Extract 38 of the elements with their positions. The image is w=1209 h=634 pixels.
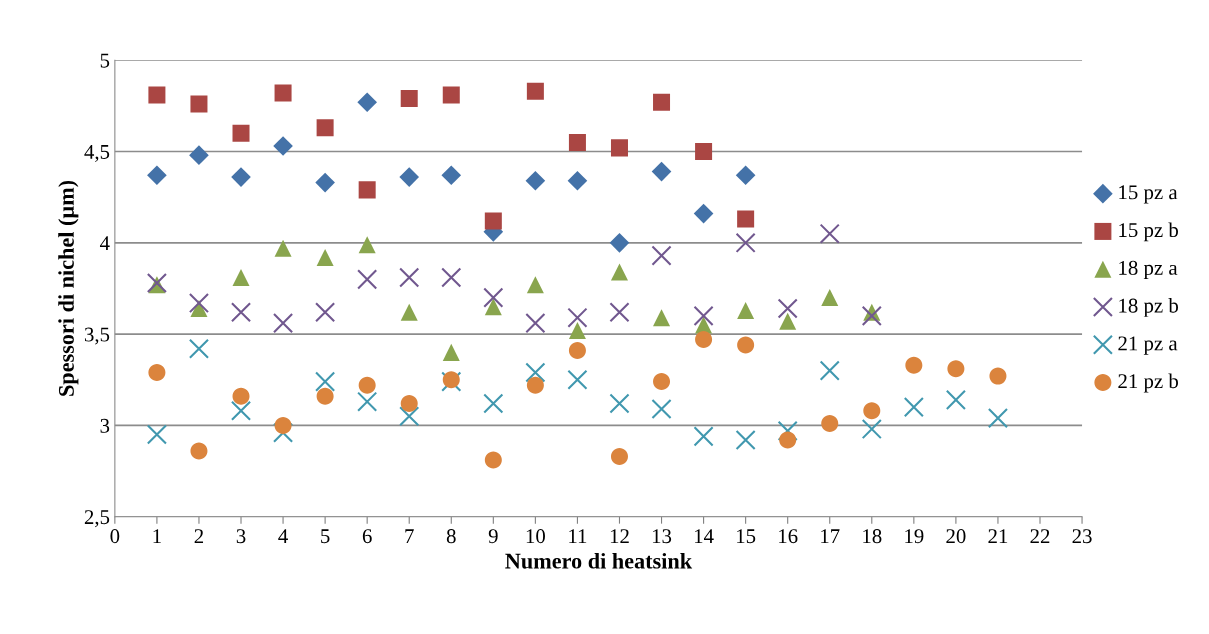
x-tick-label: 8 <box>446 529 456 544</box>
x-tick-label: 18 <box>863 529 882 544</box>
y-tick-label: 5 <box>100 53 110 68</box>
x-tick-label: 21 <box>988 529 1008 543</box>
x-tick-label: 5 <box>321 529 330 544</box>
x-tick-label: 10 <box>526 529 545 544</box>
x-tick-label: 20 <box>946 529 966 544</box>
legend-label: 15 pz b <box>1119 222 1179 242</box>
x-tick-label: 9 <box>488 529 498 544</box>
y-tick-label: 4 <box>99 236 110 251</box>
x-tick-label: 0 <box>110 529 120 544</box>
x-tick-label: 4 <box>278 529 288 543</box>
x-tick-label: 15 <box>737 529 756 544</box>
x-tick-label: 11 <box>569 529 587 543</box>
y-axis-title: Spessori di nichel (µm) <box>58 180 79 396</box>
y-tick-label: 3 <box>100 418 110 433</box>
x-tick-label: 3 <box>236 529 246 544</box>
x-tick-label: 16 <box>779 529 798 544</box>
legend-label: 21 pz a <box>1118 336 1178 355</box>
legend-label: 18 pz a <box>1119 260 1178 280</box>
legend-label: 21 pz b <box>1118 373 1179 393</box>
x-tick-label: 14 <box>695 529 714 543</box>
x-tick-label: 1 <box>153 529 161 543</box>
x-tick-label: 12 <box>610 529 629 543</box>
y-tick-label: 3,5 <box>84 327 110 345</box>
y-tick-label: 2,5 <box>84 510 110 528</box>
x-tick-label: 6 <box>362 529 372 544</box>
x-tick-label: 7 <box>405 529 414 543</box>
x-tick-label: 19 <box>905 529 924 544</box>
x-tick-label: 17 <box>821 529 840 543</box>
x-tick-label: 2 <box>194 529 204 543</box>
x-tick-label: 23 <box>1072 529 1092 544</box>
x-axis-title: Numero di heatsink <box>505 552 693 569</box>
legend-label: 18 pz b <box>1119 297 1179 317</box>
legend-label: 15 pz a <box>1119 185 1178 204</box>
x-tick-label: 22 <box>1030 529 1050 543</box>
x-tick-label: 13 <box>652 529 672 544</box>
y-tick-label: 4,5 <box>84 145 110 162</box>
